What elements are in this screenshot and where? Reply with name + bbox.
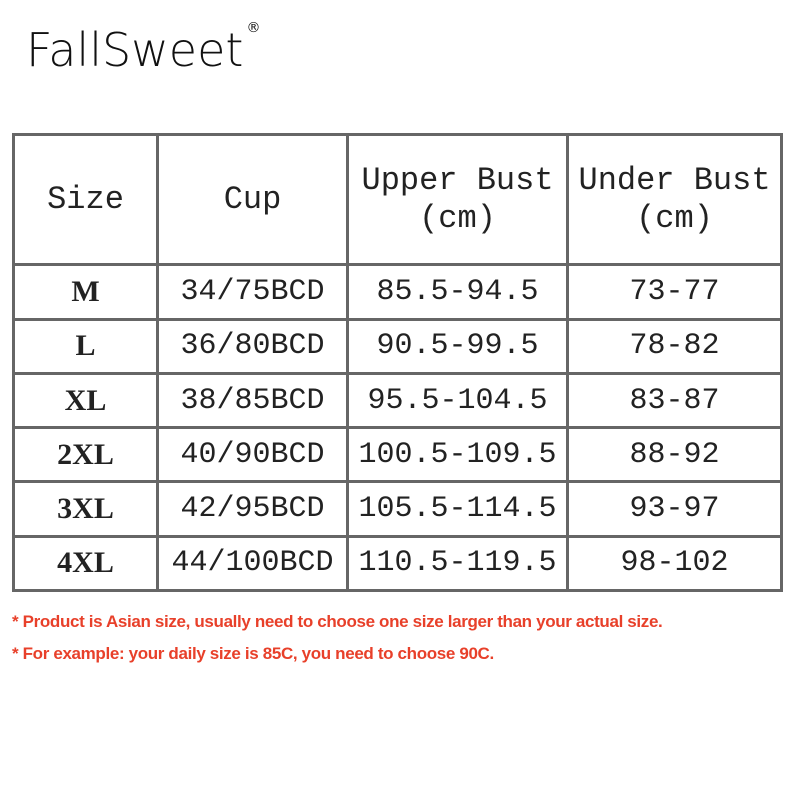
cup-cell: 42/95BCD [156, 480, 349, 538]
table-row: 3XL 42/95BCD 105.5-114.5 93-97 [12, 480, 783, 538]
under-bust-cell: 88-92 [566, 426, 783, 484]
upper-bust-cell: 110.5-119.5 [346, 534, 569, 593]
cup-cell: 38/85BCD [156, 371, 349, 430]
upper-bust-cell: 90.5-99.5 [346, 317, 569, 375]
size-cell: 2XL [12, 426, 159, 484]
cup-cell: 44/100BCD [156, 534, 349, 593]
table-row: XL 38/85BCD 95.5-104.5 83-87 [12, 371, 783, 430]
under-bust-cell: 73-77 [566, 263, 783, 321]
upper-bust-cell: 100.5-109.5 [346, 426, 569, 484]
size-cell: XL [12, 371, 159, 430]
table-row: 4XL 44/100BCD 110.5-119.5 98-102 [12, 534, 783, 593]
notes: * Product is Asian size, usually need to… [12, 611, 796, 665]
cup-cell: 36/80BCD [156, 317, 349, 375]
size-cell: 4XL [12, 534, 159, 593]
header-cup: Cup [156, 132, 349, 267]
size-cell: 3XL [12, 480, 159, 538]
header-under-bust: Under Bust (cm) [566, 132, 783, 267]
size-cell: M [12, 263, 159, 321]
under-bust-cell: 98-102 [566, 534, 783, 593]
upper-bust-cell: 85.5-94.5 [346, 263, 569, 321]
cup-cell: 34/75BCD [156, 263, 349, 321]
size-cell: L [12, 317, 159, 375]
table-header-row: Size Cup Upper Bust (cm) Under Bust (cm) [12, 132, 783, 267]
brand: FallSweet ® [26, 20, 260, 80]
size-chart-table: Size Cup Upper Bust (cm) Under Bust (cm) M… [12, 132, 783, 593]
registered-mark: ® [246, 20, 261, 36]
table-row: 2XL 40/90BCD 100.5-109.5 88-92 [12, 426, 783, 484]
note-example: * For example: your daily size is 85C, y… [12, 644, 494, 663]
upper-bust-cell: 95.5-104.5 [346, 371, 569, 430]
brand-logo: FallSweet [26, 23, 244, 77]
under-bust-cell: 83-87 [566, 371, 783, 430]
table-row: M 34/75BCD 85.5-94.5 73-77 [12, 263, 783, 321]
under-bust-cell: 93-97 [566, 480, 783, 538]
cup-cell: 40/90BCD [156, 426, 349, 484]
note-asian-size: * Product is Asian size, usually need to… [12, 612, 663, 631]
table-row: L 36/80BCD 90.5-99.5 78-82 [12, 317, 783, 375]
under-bust-cell: 78-82 [566, 317, 783, 375]
upper-bust-cell: 105.5-114.5 [346, 480, 569, 538]
header-size: Size [12, 132, 159, 267]
header-upper-bust: Upper Bust (cm) [346, 132, 569, 267]
